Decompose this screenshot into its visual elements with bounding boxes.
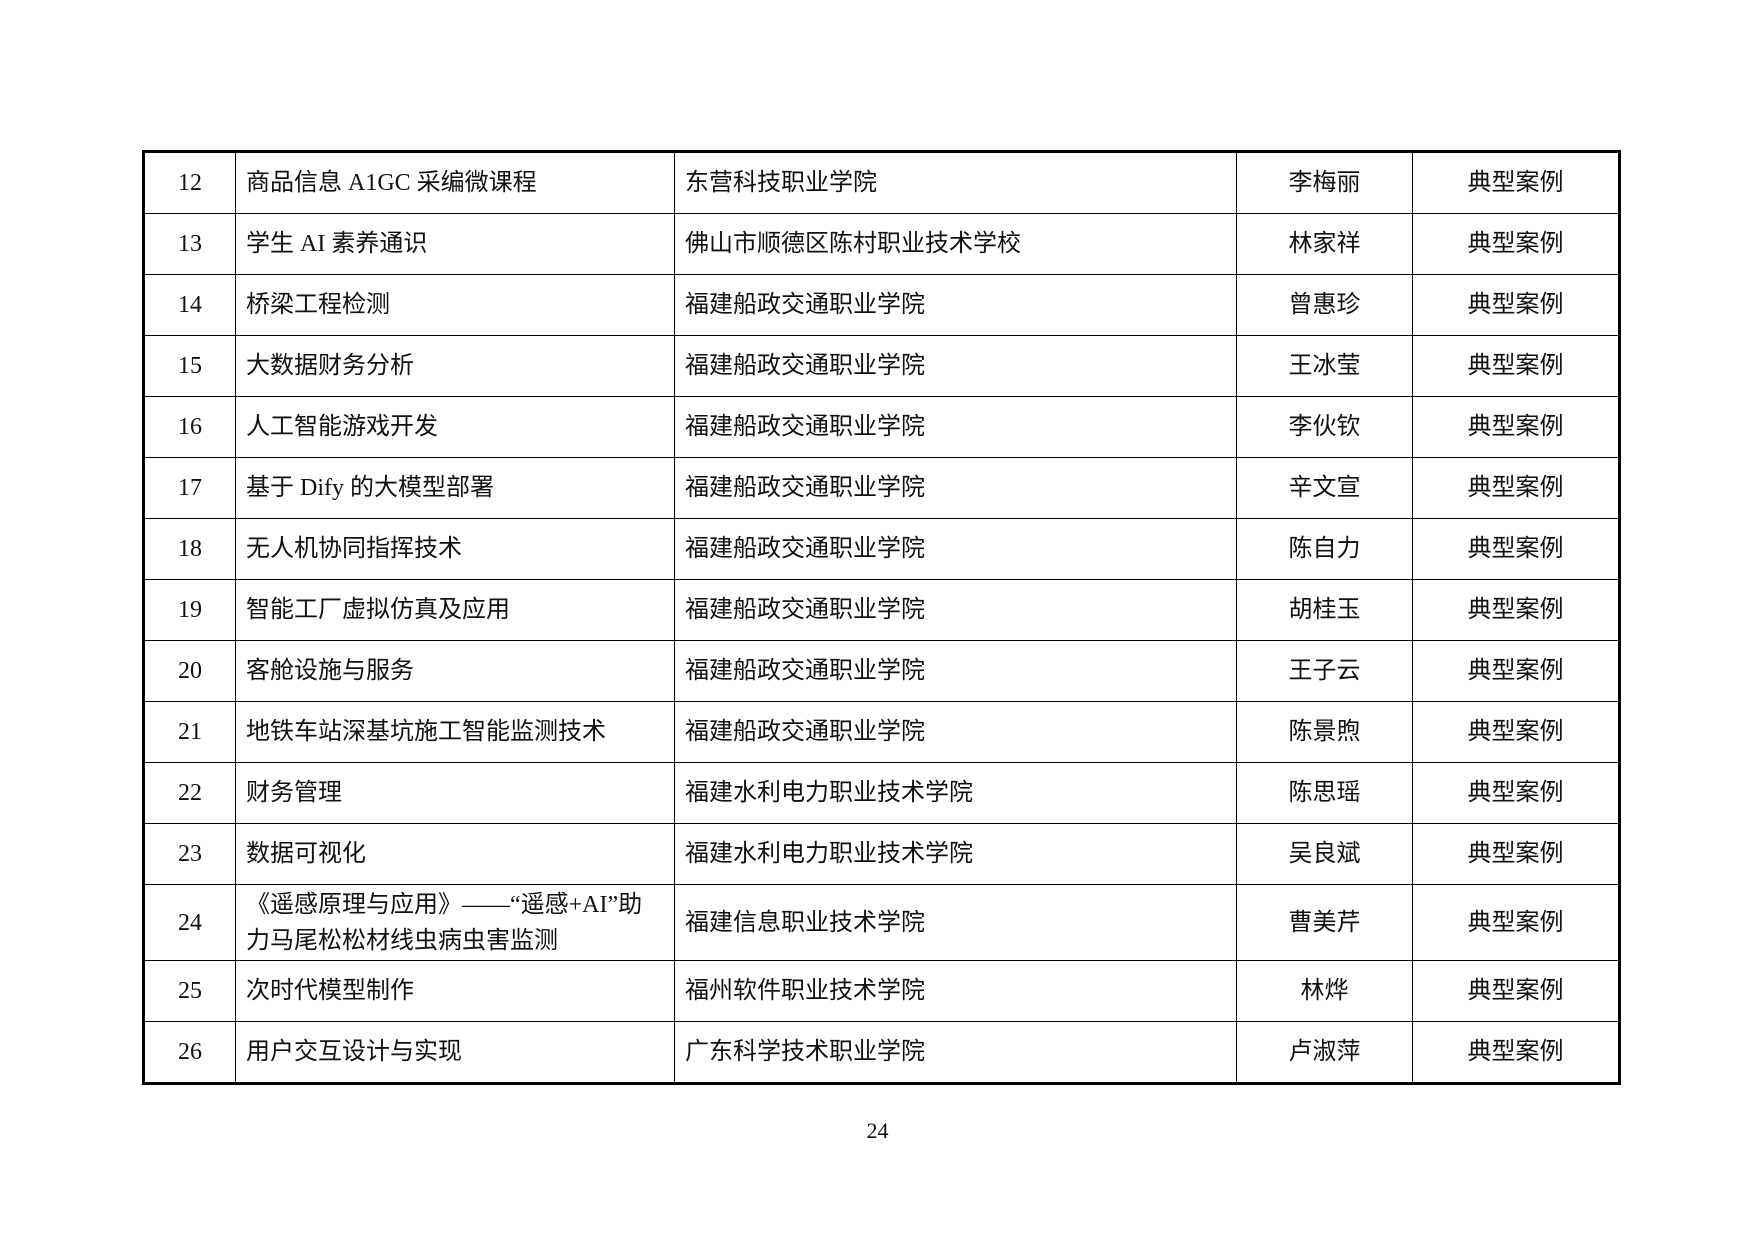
course-name: 客舱设施与服务: [235, 640, 675, 702]
award-type: 典型案例: [1412, 701, 1620, 763]
row-number: 17: [143, 457, 236, 519]
table-row: 24 《遥感原理与应用》——“遥感+AI”助力马尾松松材线虫病虫害监测 福建信息职业…: [143, 884, 1620, 961]
course-name: 商品信息 A1GC 采编微课程: [235, 151, 675, 214]
case-list-table: 12 商品信息 A1GC 采编微课程 东营科技职业学院 李梅丽 典型案例 13 学生 AI …: [142, 150, 1621, 1085]
row-number: 26: [143, 1021, 236, 1084]
person-name: 曹美芹: [1236, 884, 1413, 961]
person-name: 王子云: [1236, 640, 1413, 702]
course-name: 桥梁工程检测: [235, 274, 675, 336]
school-name: 福建船政交通职业学院: [674, 518, 1237, 580]
person-name: 李梅丽: [1236, 151, 1413, 214]
row-number: 15: [143, 335, 236, 397]
row-number: 25: [143, 960, 236, 1022]
school-name: 福建船政交通职业学院: [674, 579, 1237, 641]
course-name: 基于 Dify 的大模型部署: [235, 457, 675, 519]
table-row: 21 地铁车站深基坑施工智能监测技术 福建船政交通职业学院 陈景煦 典型案例: [143, 701, 1620, 763]
award-type: 典型案例: [1412, 151, 1620, 214]
table-row: 14 桥梁工程检测 福建船政交通职业学院 曾惠珍 典型案例: [143, 274, 1620, 336]
school-name: 福建船政交通职业学院: [674, 701, 1237, 763]
course-name: 数据可视化: [235, 823, 675, 885]
school-name: 福建信息职业技术学院: [674, 884, 1237, 961]
table-row: 26 用户交互设计与实现 广东科学技术职业学院 卢淑萍 典型案例: [143, 1021, 1620, 1084]
course-name: 财务管理: [235, 762, 675, 824]
table-row: 22 财务管理 福建水利电力职业技术学院 陈思瑶 典型案例: [143, 762, 1620, 824]
award-type: 典型案例: [1412, 457, 1620, 519]
row-number: 24: [143, 884, 236, 961]
course-name: 人工智能游戏开发: [235, 396, 675, 458]
page-number: 24: [866, 1118, 889, 1143]
person-name: 陈思瑶: [1236, 762, 1413, 824]
row-number: 23: [143, 823, 236, 885]
row-number: 16: [143, 396, 236, 458]
table-row: 25 次时代模型制作 福州软件职业技术学院 林烨 典型案例: [143, 960, 1620, 1022]
course-name: 次时代模型制作: [235, 960, 675, 1022]
table-row: 18 无人机协同指挥技术 福建船政交通职业学院 陈自力 典型案例: [143, 518, 1620, 580]
award-type: 典型案例: [1412, 396, 1620, 458]
school-name: 福州软件职业技术学院: [674, 960, 1237, 1022]
row-number: 19: [143, 579, 236, 641]
table-row: 12 商品信息 A1GC 采编微课程 东营科技职业学院 李梅丽 典型案例: [143, 151, 1620, 214]
person-name: 林家祥: [1236, 213, 1413, 275]
table-row: 23 数据可视化 福建水利电力职业技术学院 吴良斌 典型案例: [143, 823, 1620, 885]
row-number: 22: [143, 762, 236, 824]
award-type: 典型案例: [1412, 762, 1620, 824]
award-type: 典型案例: [1412, 213, 1620, 275]
course-name: 用户交互设计与实现: [235, 1021, 675, 1084]
person-name: 吴良斌: [1236, 823, 1413, 885]
course-name: 智能工厂虚拟仿真及应用: [235, 579, 675, 641]
course-name: 学生 AI 素养通识: [235, 213, 675, 275]
course-name: 《遥感原理与应用》——“遥感+AI”助力马尾松松材线虫病虫害监测: [235, 884, 675, 961]
award-type: 典型案例: [1412, 579, 1620, 641]
row-number: 21: [143, 701, 236, 763]
course-name: 地铁车站深基坑施工智能监测技术: [235, 701, 675, 763]
person-name: 林烨: [1236, 960, 1413, 1022]
row-number: 12: [143, 151, 236, 214]
school-name: 福建船政交通职业学院: [674, 640, 1237, 702]
course-name: 大数据财务分析: [235, 335, 675, 397]
table-row: 13 学生 AI 素养通识 佛山市顺德区陈村职业技术学校 林家祥 典型案例: [143, 213, 1620, 275]
person-name: 曾惠珍: [1236, 274, 1413, 336]
school-name: 福建船政交通职业学院: [674, 274, 1237, 336]
table-row: 20 客舱设施与服务 福建船政交通职业学院 王子云 典型案例: [143, 640, 1620, 702]
table-row: 17 基于 Dify 的大模型部署 福建船政交通职业学院 辛文宣 典型案例: [143, 457, 1620, 519]
school-name: 广东科学技术职业学院: [674, 1021, 1237, 1084]
table-row: 16 人工智能游戏开发 福建船政交通职业学院 李伙钦 典型案例: [143, 396, 1620, 458]
table-row: 19 智能工厂虚拟仿真及应用 福建船政交通职业学院 胡桂玉 典型案例: [143, 579, 1620, 641]
award-type: 典型案例: [1412, 884, 1620, 961]
award-type: 典型案例: [1412, 518, 1620, 580]
person-name: 胡桂玉: [1236, 579, 1413, 641]
person-name: 辛文宣: [1236, 457, 1413, 519]
person-name: 王冰莹: [1236, 335, 1413, 397]
school-name: 佛山市顺德区陈村职业技术学校: [674, 213, 1237, 275]
row-number: 14: [143, 274, 236, 336]
school-name: 福建船政交通职业学院: [674, 457, 1237, 519]
award-type: 典型案例: [1412, 274, 1620, 336]
person-name: 陈景煦: [1236, 701, 1413, 763]
row-number: 13: [143, 213, 236, 275]
school-name: 东营科技职业学院: [674, 151, 1237, 214]
award-type: 典型案例: [1412, 335, 1620, 397]
row-number: 20: [143, 640, 236, 702]
award-type: 典型案例: [1412, 960, 1620, 1022]
table-row: 15 大数据财务分析 福建船政交通职业学院 王冰莹 典型案例: [143, 335, 1620, 397]
course-name: 无人机协同指挥技术: [235, 518, 675, 580]
school-name: 福建水利电力职业技术学院: [674, 762, 1237, 824]
school-name: 福建船政交通职业学院: [674, 396, 1237, 458]
award-type: 典型案例: [1412, 640, 1620, 702]
award-type: 典型案例: [1412, 823, 1620, 885]
school-name: 福建水利电力职业技术学院: [674, 823, 1237, 885]
award-type: 典型案例: [1412, 1021, 1620, 1084]
row-number: 18: [143, 518, 236, 580]
person-name: 陈自力: [1236, 518, 1413, 580]
school-name: 福建船政交通职业学院: [674, 335, 1237, 397]
person-name: 卢淑萍: [1236, 1021, 1413, 1084]
person-name: 李伙钦: [1236, 396, 1413, 458]
